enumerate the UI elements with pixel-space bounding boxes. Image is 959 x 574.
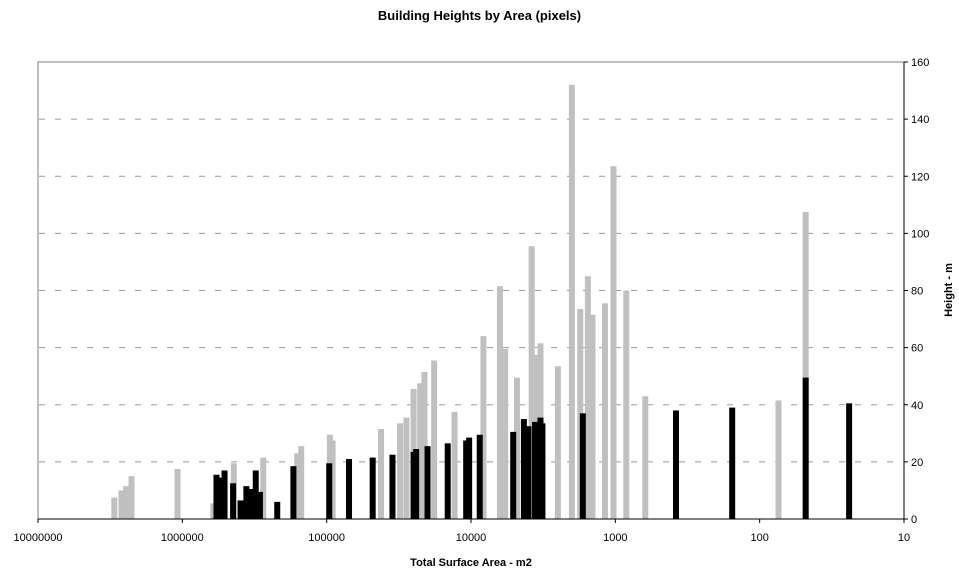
bar-gray bbox=[421, 371, 428, 519]
bar-black bbox=[221, 470, 228, 519]
bar-black bbox=[413, 449, 420, 519]
bar-gray bbox=[417, 383, 424, 519]
bar-gray bbox=[775, 400, 782, 519]
y-tick-label: 60 bbox=[911, 343, 923, 355]
bar-black bbox=[389, 454, 396, 519]
y-tick-label: 160 bbox=[911, 57, 929, 69]
bar-black bbox=[579, 413, 586, 519]
y-tick-label: 120 bbox=[911, 171, 929, 183]
bar-gray bbox=[528, 246, 535, 519]
bar-gray bbox=[514, 377, 521, 519]
y-tick-label: 140 bbox=[911, 114, 929, 126]
bar-gray bbox=[610, 166, 617, 520]
bar-gray bbox=[111, 497, 118, 519]
bar-black bbox=[424, 446, 431, 519]
y-tick-label: 0 bbox=[911, 514, 917, 526]
y-tick-label: 40 bbox=[911, 400, 923, 412]
bar-black bbox=[672, 410, 679, 519]
bar-black bbox=[729, 407, 736, 519]
bar-black bbox=[252, 470, 259, 519]
bar-black bbox=[326, 463, 333, 519]
bar-black bbox=[444, 443, 451, 519]
bar-gray bbox=[589, 314, 596, 519]
bar-gray bbox=[123, 486, 130, 519]
bar-black bbox=[237, 500, 244, 519]
bar-black bbox=[539, 423, 546, 519]
bar-black bbox=[274, 501, 281, 519]
bar-black bbox=[802, 377, 809, 519]
bar-black bbox=[216, 477, 223, 519]
chart-title: Building Heights by Area (pixels) bbox=[377, 8, 582, 23]
x-axis-title: Total Surface Area - m2 bbox=[410, 557, 532, 569]
bar-gray bbox=[554, 366, 561, 519]
x-tick-label: 10000000 bbox=[14, 532, 63, 544]
bar-black bbox=[369, 457, 376, 519]
bar-black bbox=[510, 431, 517, 519]
bar-gray bbox=[118, 490, 125, 519]
bar-black bbox=[520, 419, 527, 519]
bar-gray bbox=[431, 360, 438, 519]
bar-gray bbox=[451, 411, 458, 519]
bar-gray bbox=[174, 469, 181, 519]
bar-black bbox=[290, 466, 297, 519]
y-tick-label: 100 bbox=[911, 228, 929, 240]
axes: 0 20 40 60 80 100 120 140 160 10000000 1000000 1000… bbox=[14, 57, 930, 544]
bar-black bbox=[476, 434, 483, 519]
bar-black bbox=[247, 489, 254, 519]
bar-black bbox=[230, 483, 237, 519]
bar-gray bbox=[584, 276, 591, 519]
gridlines bbox=[39, 118, 903, 463]
x-tick-label: 10000 bbox=[456, 532, 487, 544]
x-tick-label: 1000000 bbox=[161, 532, 204, 544]
bar-gray bbox=[403, 417, 410, 519]
bar-gray bbox=[802, 211, 809, 519]
bar-gray bbox=[397, 423, 404, 519]
bar-gray bbox=[298, 446, 305, 519]
y-tick-label: 80 bbox=[911, 286, 923, 298]
bar-gray bbox=[480, 336, 487, 519]
bar-gray bbox=[502, 349, 509, 519]
bar-gray bbox=[260, 457, 267, 519]
x-tick-label: 10 bbox=[898, 532, 910, 544]
bar-black bbox=[532, 421, 539, 519]
bar-gray bbox=[568, 84, 575, 519]
bar-gray bbox=[294, 453, 301, 519]
bar-gray bbox=[329, 440, 336, 519]
bar-black bbox=[846, 403, 853, 519]
bar-gray bbox=[378, 429, 385, 519]
bar-gray bbox=[128, 476, 135, 519]
bar-gray bbox=[642, 396, 649, 519]
bar-black bbox=[466, 437, 473, 519]
x-tick-label: 100 bbox=[750, 532, 768, 544]
bar-gray bbox=[601, 303, 608, 519]
bar-gray bbox=[210, 503, 217, 519]
bar-black bbox=[243, 486, 250, 519]
bar-gray bbox=[623, 290, 630, 519]
x-tick-label: 1000 bbox=[603, 532, 627, 544]
y-axis-title: Height - m bbox=[943, 263, 955, 317]
bar-black bbox=[346, 459, 353, 519]
bar-black bbox=[213, 474, 220, 519]
bars bbox=[111, 84, 853, 520]
bar-black bbox=[525, 426, 532, 519]
x-tick-label: 100000 bbox=[308, 532, 345, 544]
bar-black bbox=[256, 491, 263, 519]
bar-gray bbox=[496, 286, 503, 519]
y-tick-label: 20 bbox=[911, 457, 923, 469]
